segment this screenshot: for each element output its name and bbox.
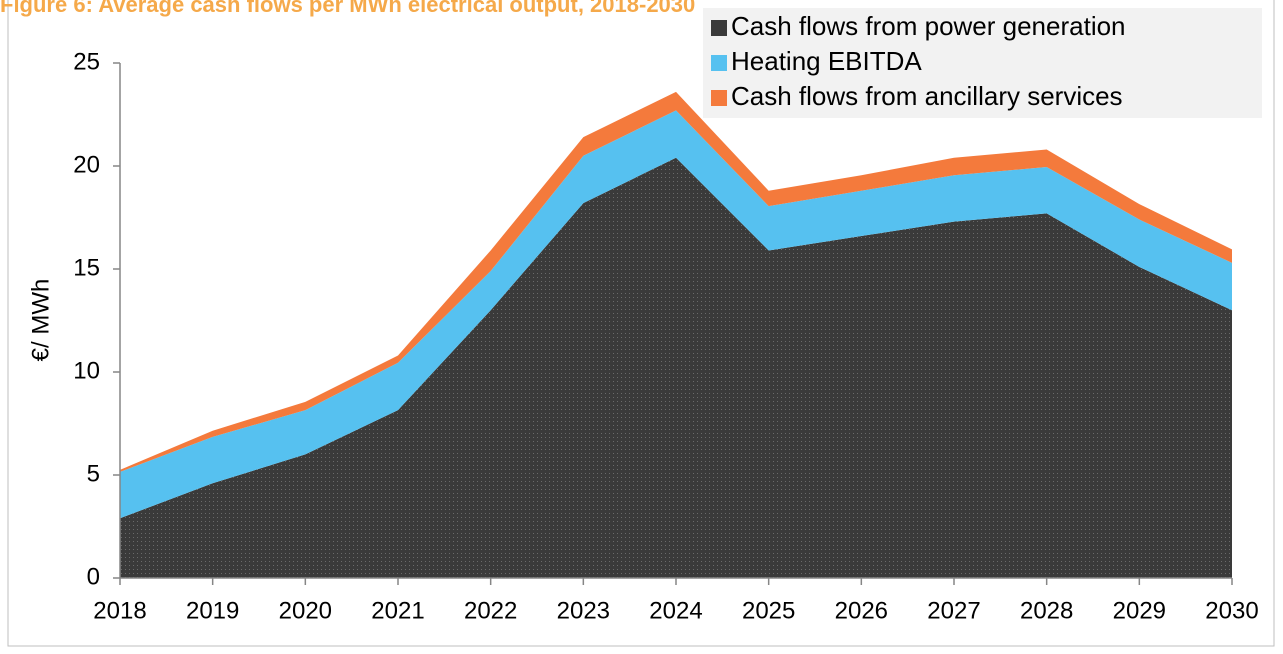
y-tick-label: 0 (87, 563, 100, 590)
y-tick-label: 15 (73, 254, 100, 281)
legend-box (703, 8, 1262, 118)
y-tick-label: 10 (73, 357, 100, 384)
legend-swatch (711, 20, 727, 36)
y-tick-label: 20 (73, 151, 100, 178)
x-tick-label: 2019 (186, 597, 239, 624)
chart-title: Figure 6: Average cash flows per MWh ele… (0, 0, 695, 17)
chart-border (7, 0, 1275, 647)
x-tick-label: 2021 (371, 597, 424, 624)
legend-label: Cash flows from ancillary services (731, 81, 1123, 111)
x-tick-label: 2025 (742, 597, 795, 624)
x-tick-label: 2030 (1205, 597, 1258, 624)
x-tick-label: 2028 (1020, 597, 1073, 624)
x-tick-label: 2027 (927, 597, 980, 624)
x-tick-label: 2020 (279, 597, 332, 624)
x-tick-label: 2026 (835, 597, 888, 624)
y-tick-label: 5 (87, 460, 100, 487)
x-tick-label: 2029 (1113, 597, 1166, 624)
x-tick-label: 2023 (557, 597, 610, 624)
x-tick-label: 2018 (93, 597, 146, 624)
area (120, 110, 1232, 519)
y-axis-label: €/ MWh (27, 279, 54, 362)
x-tick-label: 2024 (649, 597, 702, 624)
x-tick-label: 2022 (464, 597, 517, 624)
area (120, 157, 1232, 578)
legend-swatch (711, 90, 727, 106)
legend-swatch (711, 55, 727, 71)
legend-label: Heating EBITDA (731, 46, 922, 76)
y-tick-label: 25 (73, 48, 100, 75)
legend-label: Cash flows from power generation (731, 11, 1126, 41)
